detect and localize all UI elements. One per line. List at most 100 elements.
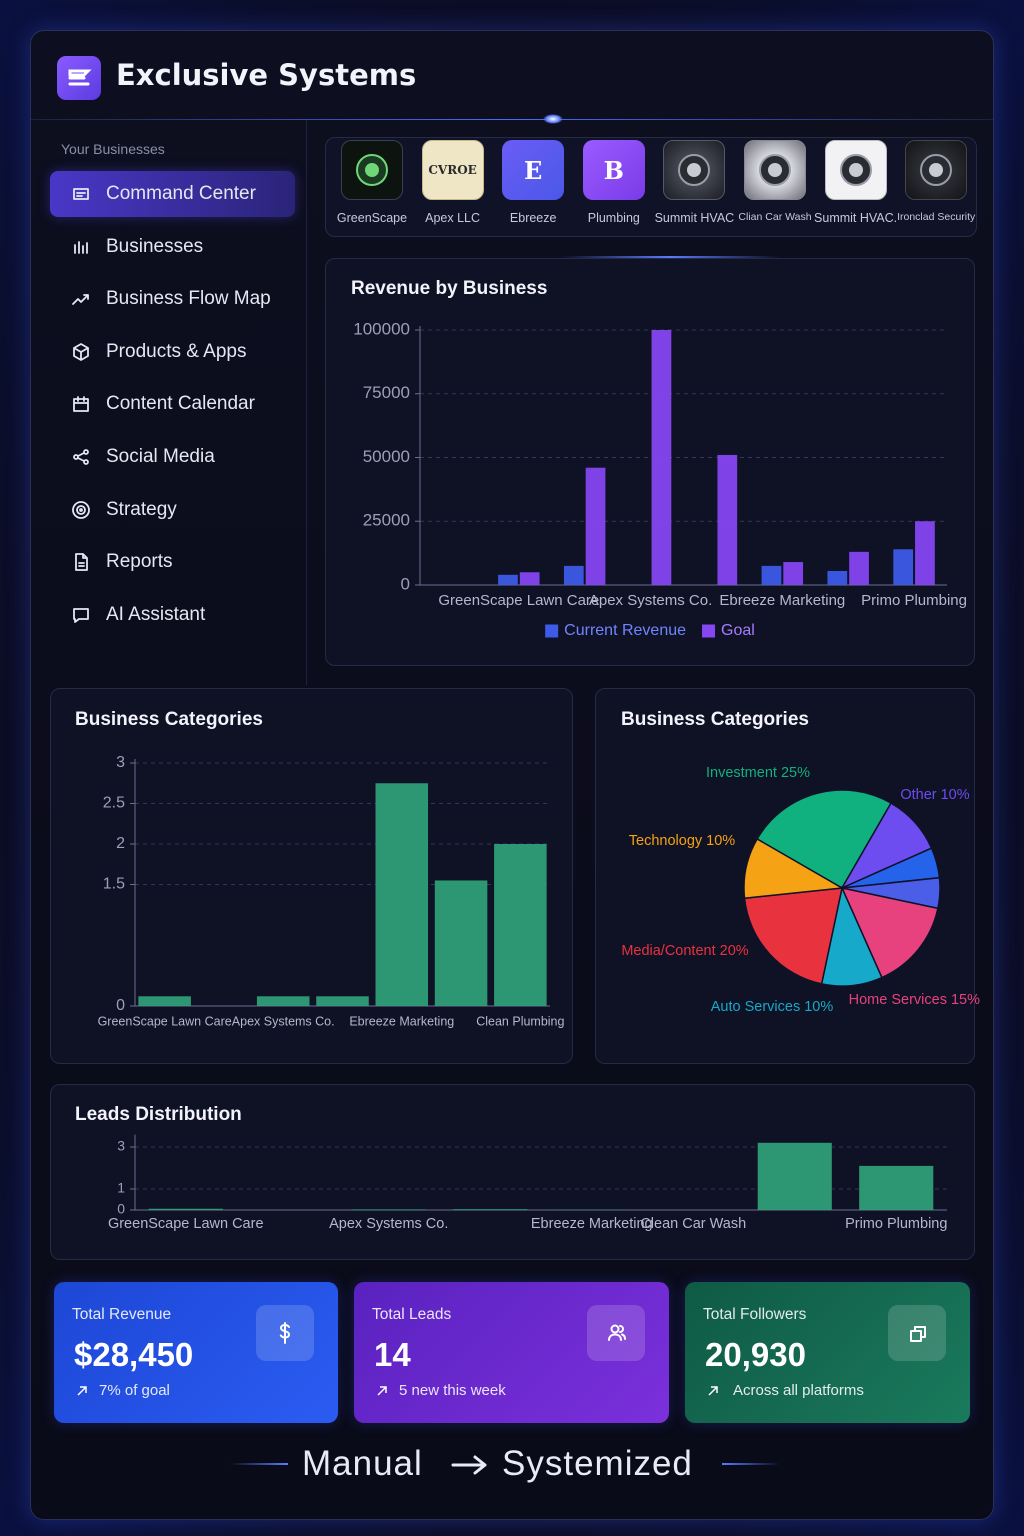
nav-label: Social Media	[106, 446, 215, 467]
business-logo[interactable]	[341, 140, 403, 200]
nav-icon-glyph	[75, 553, 88, 572]
bar	[256, 996, 310, 1006]
app-logo-icon	[68, 69, 92, 86]
nav-item[interactable]: Products & Apps	[50, 329, 295, 375]
bar	[651, 330, 672, 585]
footer-arrow-glyph	[451, 1455, 487, 1475]
bar	[316, 996, 369, 1006]
legend-item[interactable]: Current Revenue	[545, 622, 686, 639]
business-logo[interactable]	[905, 140, 968, 200]
stat-icon-glyph	[910, 1326, 926, 1342]
business-badge: E	[524, 155, 543, 185]
stat-trend-icon	[77, 1386, 87, 1396]
legend-label: Goal	[721, 622, 755, 639]
business-emblem-core	[687, 163, 702, 177]
pie-label: Other 10%	[900, 787, 969, 803]
business-emblem	[678, 154, 711, 186]
y-tick-label: 3	[117, 1138, 125, 1154]
header-glow	[543, 114, 563, 124]
bar	[849, 551, 869, 585]
stat-trend-icon	[708, 1386, 718, 1396]
y-tick-label: 3	[116, 754, 125, 771]
nav-icon-glyph	[73, 342, 89, 361]
business-name: GreenScape	[336, 211, 408, 225]
stat-card[interactable]: Total Leads 14 5 new this week	[354, 1282, 669, 1423]
business-badge: B	[603, 155, 624, 185]
nav-label: Content Calendar	[106, 393, 255, 415]
nav-label: Products & Apps	[106, 340, 247, 362]
stat-icon-box	[587, 1305, 645, 1361]
chart-title: Business Categories	[75, 709, 263, 730]
nav-item[interactable]: Business Flow Map	[50, 276, 295, 322]
nav-item[interactable]: Social Media	[50, 434, 295, 480]
stat-icon-box	[888, 1305, 946, 1361]
nav-icon	[72, 294, 89, 306]
stat-label: Total Leads	[372, 1306, 452, 1323]
nav-item[interactable]: Reports	[50, 539, 295, 585]
business-emblem-core	[848, 163, 863, 177]
stat-icon	[608, 1324, 626, 1341]
business-logo[interactable]	[663, 140, 726, 200]
business-logo[interactable]: E	[502, 140, 565, 200]
business-emblem-core	[365, 163, 379, 177]
business-logo[interactable]	[824, 140, 887, 200]
legend-item[interactable]: Goal	[702, 622, 755, 639]
business-logo[interactable]	[744, 140, 806, 200]
nav-item[interactable]: AI Assistant	[50, 592, 295, 638]
business-emblem	[356, 154, 388, 186]
nav-item[interactable]: Businesses	[50, 224, 295, 270]
nav-label: Command Center	[106, 183, 256, 204]
x-tick-label: GreenScape Lawn Care	[438, 592, 599, 609]
nav-icon	[72, 500, 90, 519]
x-tick-label: Clean Car Wash	[640, 1216, 746, 1232]
business-name: Ebreeze	[509, 211, 557, 225]
stat-card[interactable]: Total Followers 20,930 Across all platform…	[685, 1282, 970, 1423]
bar	[434, 880, 488, 1006]
bar	[148, 1208, 223, 1210]
nav-item[interactable]: Command Center	[50, 171, 295, 217]
business-emblem	[920, 154, 953, 186]
app-logo[interactable]	[57, 56, 101, 100]
business-emblem-core	[768, 163, 782, 177]
stat-card[interactable]: Total Revenue $28,450 7% of goal	[54, 1282, 338, 1423]
x-tick-label: Ebreeze Marketing	[719, 592, 845, 609]
nav-icon-glyph	[73, 396, 89, 413]
bar	[585, 467, 606, 585]
bar	[757, 1142, 832, 1210]
y-tick-label: 25000	[363, 511, 410, 530]
stat-trend-glyph	[77, 1386, 87, 1396]
nav-item[interactable]: Content Calendar	[50, 381, 295, 427]
nav-label: Business Flow Map	[106, 288, 271, 310]
nav-item[interactable]: Strategy	[50, 487, 295, 533]
chart-title: Revenue by Business	[351, 278, 547, 299]
stat-value: 14	[374, 1336, 411, 1373]
pie-label: Home Services 15%	[849, 992, 980, 1008]
x-tick-label: GreenScape Lawn Care	[108, 1216, 264, 1232]
app-logo-glyph	[68, 69, 92, 86]
app-title: Exclusive Systems	[116, 58, 417, 92]
stat-trend-glyph	[377, 1386, 387, 1396]
business-logo[interactable]: CVROE	[421, 140, 484, 200]
legend-swatch	[545, 624, 559, 638]
stat-icon-glyph	[608, 1324, 626, 1341]
y-tick-label: 2.5	[103, 795, 125, 812]
stat-icon	[910, 1326, 926, 1342]
chart-title: Business Categories	[621, 709, 809, 730]
pie-label: Technology 10%	[629, 833, 736, 849]
nav-icon-glyph	[74, 240, 88, 254]
x-tick-label: Ebreeze Marketing	[349, 1014, 454, 1028]
business-logo[interactable]: B	[582, 140, 645, 200]
stat-trend-icon	[377, 1386, 387, 1396]
y-tick-label: 0	[116, 997, 125, 1014]
sidebar-divider	[306, 120, 307, 685]
bar	[351, 1209, 426, 1210]
y-tick-label: 0	[117, 1201, 125, 1217]
footer-line-left	[230, 1463, 288, 1465]
nav-icon-glyph	[72, 500, 90, 519]
nav-icon	[74, 240, 88, 254]
x-tick-label: Apex Systems Co.	[329, 1216, 448, 1232]
bar	[783, 562, 804, 585]
nav-icon-glyph	[73, 188, 89, 200]
stat-note: 5 new this week	[399, 1382, 506, 1399]
